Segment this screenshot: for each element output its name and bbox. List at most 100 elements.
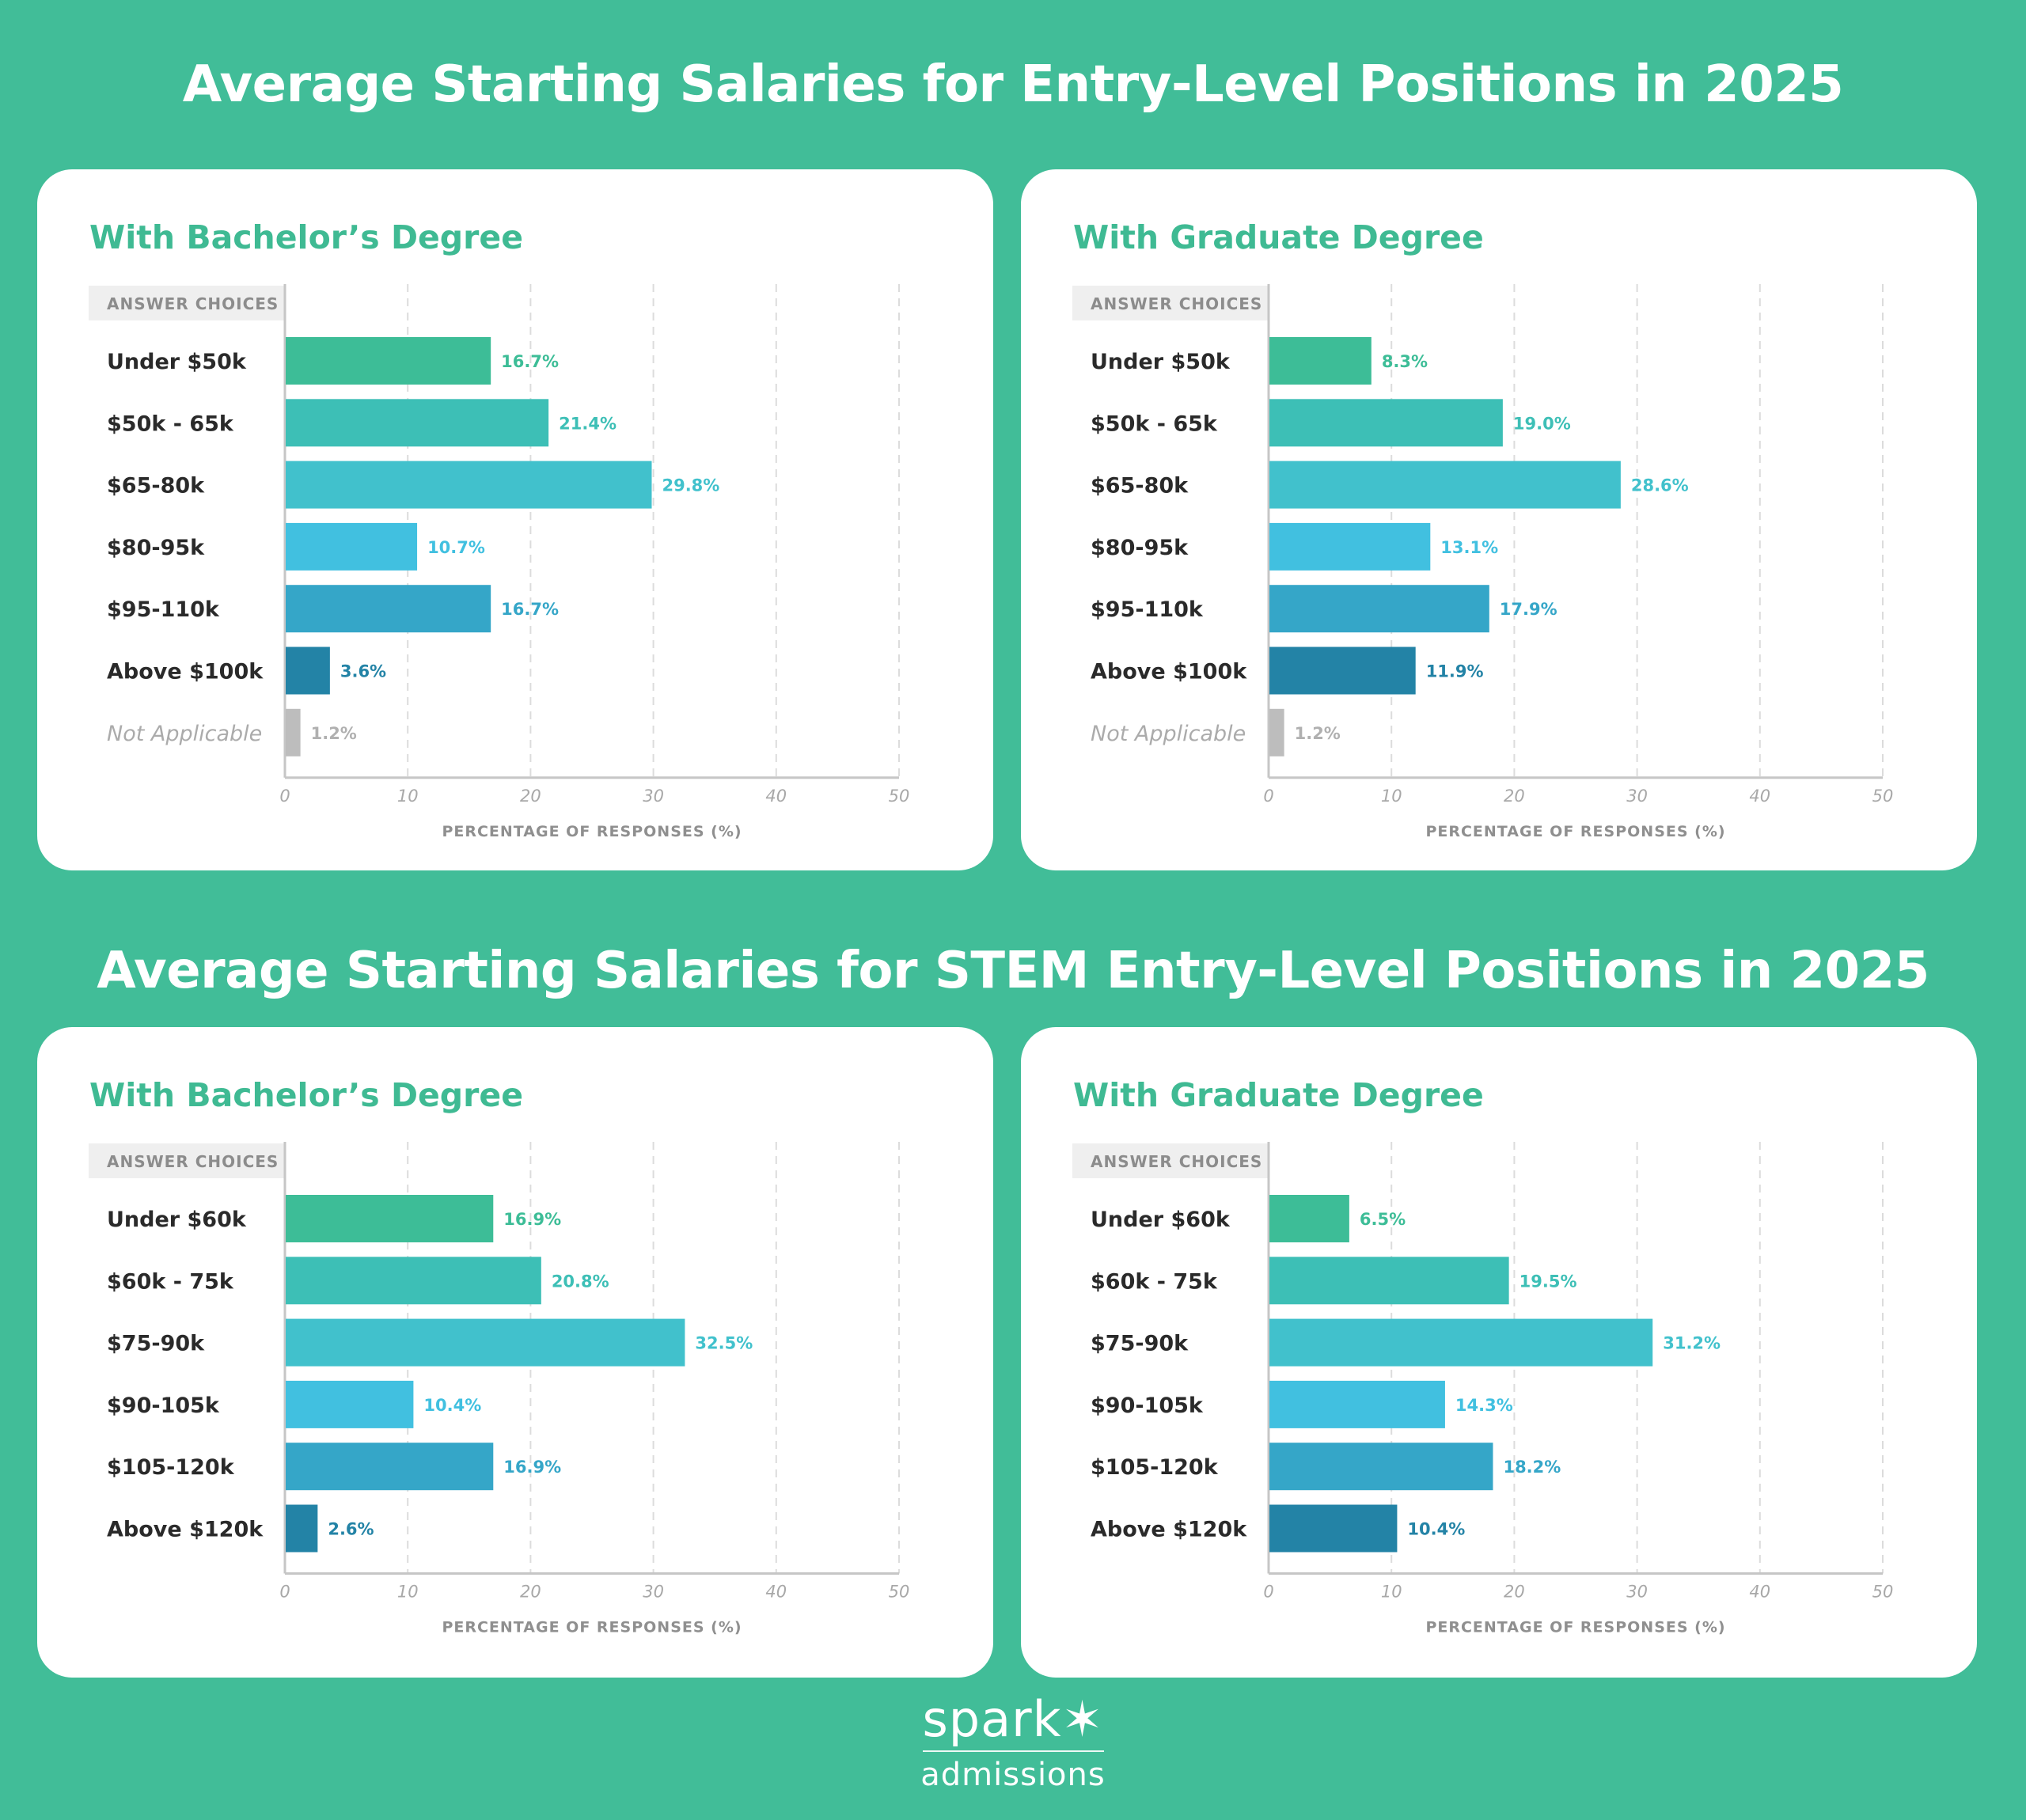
- bar: [1269, 1195, 1349, 1242]
- value-label: 28.6%: [1631, 476, 1689, 495]
- value-label: 1.2%: [1295, 724, 1341, 743]
- tick-label: 50: [1872, 1583, 1894, 1602]
- category-label: Not Applicable: [107, 722, 262, 746]
- bar: [1269, 522, 1431, 571]
- bar: [1269, 399, 1503, 447]
- tick-label: 50: [1872, 787, 1894, 806]
- category-label: Under $50k: [1091, 350, 1231, 374]
- value-label: 10.7%: [427, 538, 485, 557]
- value-label: 19.5%: [1520, 1272, 1577, 1291]
- star-icon: ✶: [1061, 1690, 1104, 1748]
- value-label: 18.2%: [1503, 1458, 1561, 1477]
- value-label: 13.1%: [1440, 538, 1498, 557]
- tick-label: 20: [520, 1583, 541, 1602]
- value-label: 16.7%: [501, 352, 559, 371]
- value-label: 8.3%: [1382, 352, 1428, 371]
- tick-label: 50: [889, 1583, 910, 1602]
- value-label: 16.9%: [503, 1210, 561, 1229]
- tick-label: 0: [1263, 787, 1273, 806]
- logo-word: spark: [922, 1690, 1062, 1748]
- value-label: 2.6%: [328, 1520, 374, 1539]
- bar: [1269, 646, 1416, 695]
- bar: [1269, 1380, 1445, 1428]
- bar: [1269, 1257, 1509, 1305]
- value-label: 17.9%: [1500, 600, 1557, 619]
- tick-label: 10: [397, 1583, 419, 1602]
- bar: [286, 337, 491, 385]
- category-label: $75-90k: [107, 1332, 205, 1356]
- tick-label: 50: [889, 787, 910, 806]
- category-label: Above $120k: [107, 1518, 264, 1542]
- category-label: $60k - 75k: [1091, 1269, 1218, 1294]
- section-title-entry-level: Average Starting Salaries for Entry-Leve…: [182, 55, 1844, 114]
- category-label: Above $100k: [107, 660, 264, 684]
- bar: [1269, 1504, 1398, 1553]
- value-label: 32.5%: [695, 1334, 753, 1353]
- bar: [1269, 1318, 1653, 1367]
- chart-title: With Graduate Degree: [1073, 1076, 1484, 1114]
- bar-chart-stem-graduate: ANSWER CHOICES 0 10 20 30 40 50 Under $60k 6.5% $…: [1072, 1142, 1894, 1636]
- bar: [1269, 461, 1621, 509]
- value-label: 31.2%: [1663, 1334, 1721, 1353]
- bar: [286, 585, 491, 633]
- x-axis-label: PERCENTAGE OF RESPONSES (%): [442, 1619, 742, 1636]
- tick-label: 0: [279, 787, 290, 806]
- bar: [1269, 337, 1372, 385]
- tick-label: 40: [765, 787, 787, 806]
- bar: [286, 1257, 541, 1305]
- bar: [286, 461, 652, 509]
- category-label: $105-120k: [107, 1455, 235, 1480]
- tick-label: 40: [1749, 1583, 1770, 1602]
- tick-label: 40: [1749, 787, 1770, 806]
- bar: [1269, 1443, 1493, 1491]
- bar: [286, 1504, 318, 1553]
- bar-chart-bachelors: ANSWER CHOICES 0 10 20 30 40 50 Under $50k 16.7%…: [89, 284, 910, 840]
- section-title-stem: Average Starting Salaries for STEM Entry…: [97, 942, 1929, 1000]
- bar: [286, 1318, 685, 1367]
- category-label: $90-105k: [1091, 1393, 1204, 1418]
- value-label: 16.9%: [503, 1458, 561, 1477]
- chart-card-stem-graduate: With Graduate Degree ANSWER CHOICES 0 10 20…: [1021, 1027, 1977, 1678]
- header-label: ANSWER CHOICES: [1091, 1152, 1262, 1171]
- x-axis-label: PERCENTAGE OF RESPONSES (%): [442, 823, 742, 840]
- header-label: ANSWER CHOICES: [107, 294, 279, 313]
- bar: [286, 522, 418, 571]
- category-label: $65-80k: [107, 474, 205, 499]
- bar: [286, 399, 549, 447]
- chart-card-stem-bachelors: With Bachelor’s Degree ANSWER CHOICES 0 10…: [37, 1027, 993, 1678]
- value-label: 11.9%: [1426, 662, 1484, 681]
- tick-label: 30: [1626, 1583, 1648, 1602]
- value-label: 14.3%: [1455, 1396, 1513, 1415]
- tick-label: 20: [1504, 787, 1525, 806]
- tick-label: 0: [279, 1583, 290, 1602]
- tick-label: 10: [1381, 787, 1402, 806]
- category-label: $65-80k: [1091, 474, 1189, 499]
- bar: [286, 1195, 494, 1242]
- category-label: $50k - 65k: [1091, 411, 1218, 436]
- chart-card-bachelors: With Bachelor’s Degree ANSWER CHOICES 0 10…: [37, 169, 993, 870]
- x-axis-label: PERCENTAGE OF RESPONSES (%): [1425, 823, 1725, 840]
- header-box: [1072, 286, 1269, 320]
- category-label: Under $60k: [107, 1208, 247, 1232]
- bar: [286, 646, 330, 695]
- spark-admissions-logo: spark✶ admissions: [894, 1692, 1132, 1795]
- chart-card-graduate: With Graduate Degree ANSWER CHOICES 0 10 20…: [1021, 169, 1977, 870]
- tick-label: 20: [1504, 1583, 1525, 1602]
- category-label: $80-95k: [107, 536, 205, 560]
- bar: [286, 1380, 414, 1428]
- category-label: $90-105k: [107, 1393, 220, 1418]
- header-box: [89, 1143, 285, 1178]
- value-label: 16.7%: [501, 600, 559, 619]
- x-axis-label: PERCENTAGE OF RESPONSES (%): [1425, 1619, 1725, 1636]
- category-label: $75-90k: [1091, 1332, 1189, 1356]
- bar-chart-stem-bachelors: ANSWER CHOICES 0 10 20 30 40 50 Under $60k 16.9%…: [89, 1142, 910, 1636]
- tick-label: 10: [397, 787, 419, 806]
- bar: [1269, 585, 1489, 633]
- chart-title: With Bachelor’s Degree: [89, 218, 523, 256]
- chart-title: With Graduate Degree: [1073, 218, 1484, 256]
- bar: [1269, 708, 1284, 756]
- category-label: $95-110k: [107, 597, 220, 622]
- logo-wordmark: spark✶: [922, 1690, 1104, 1752]
- header-label: ANSWER CHOICES: [1091, 294, 1262, 313]
- category-label: Under $50k: [107, 350, 247, 374]
